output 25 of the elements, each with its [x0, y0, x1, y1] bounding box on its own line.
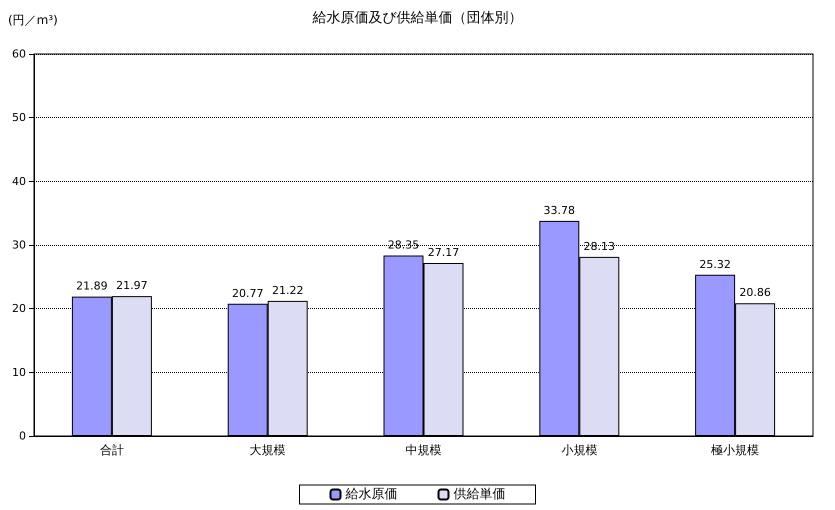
y-tick-label: 30 [12, 238, 26, 252]
y-tick-label: 50 [12, 111, 26, 124]
data-label: 21.22 [272, 284, 304, 297]
data-label: 20.86 [739, 286, 771, 300]
data-label: 20.77 [232, 286, 264, 300]
data-label: 27.17 [428, 246, 460, 260]
y-tick-label: 60 [12, 48, 26, 60]
y-tick-label: 0 [19, 430, 26, 442]
legend-label: 給水原価 [344, 487, 398, 502]
x-tick-label: 中規模 [406, 443, 442, 457]
legend-label: 供給単価 [454, 487, 506, 502]
data-label: 21.97 [116, 279, 148, 292]
chart-title: 給水原価及び供給単価（団体別） [312, 10, 522, 26]
y-axis-title: (円／m³) [8, 13, 58, 27]
data-label: 21.89 [76, 280, 108, 293]
x-tick-label: 小規模 [561, 443, 598, 457]
x-tick-label: 合計 [100, 443, 124, 457]
data-label: 25.32 [699, 258, 731, 271]
y-tick-label: 40 [12, 174, 26, 188]
x-tick-label: 極小規模 [711, 443, 760, 457]
data-label: 28.35 [388, 238, 420, 252]
x-tick-label: 大規模 [250, 443, 286, 457]
y-tick-label: 10 [12, 366, 26, 379]
y-tick-label: 20 [12, 302, 26, 316]
data-label: 33.78 [544, 204, 576, 217]
